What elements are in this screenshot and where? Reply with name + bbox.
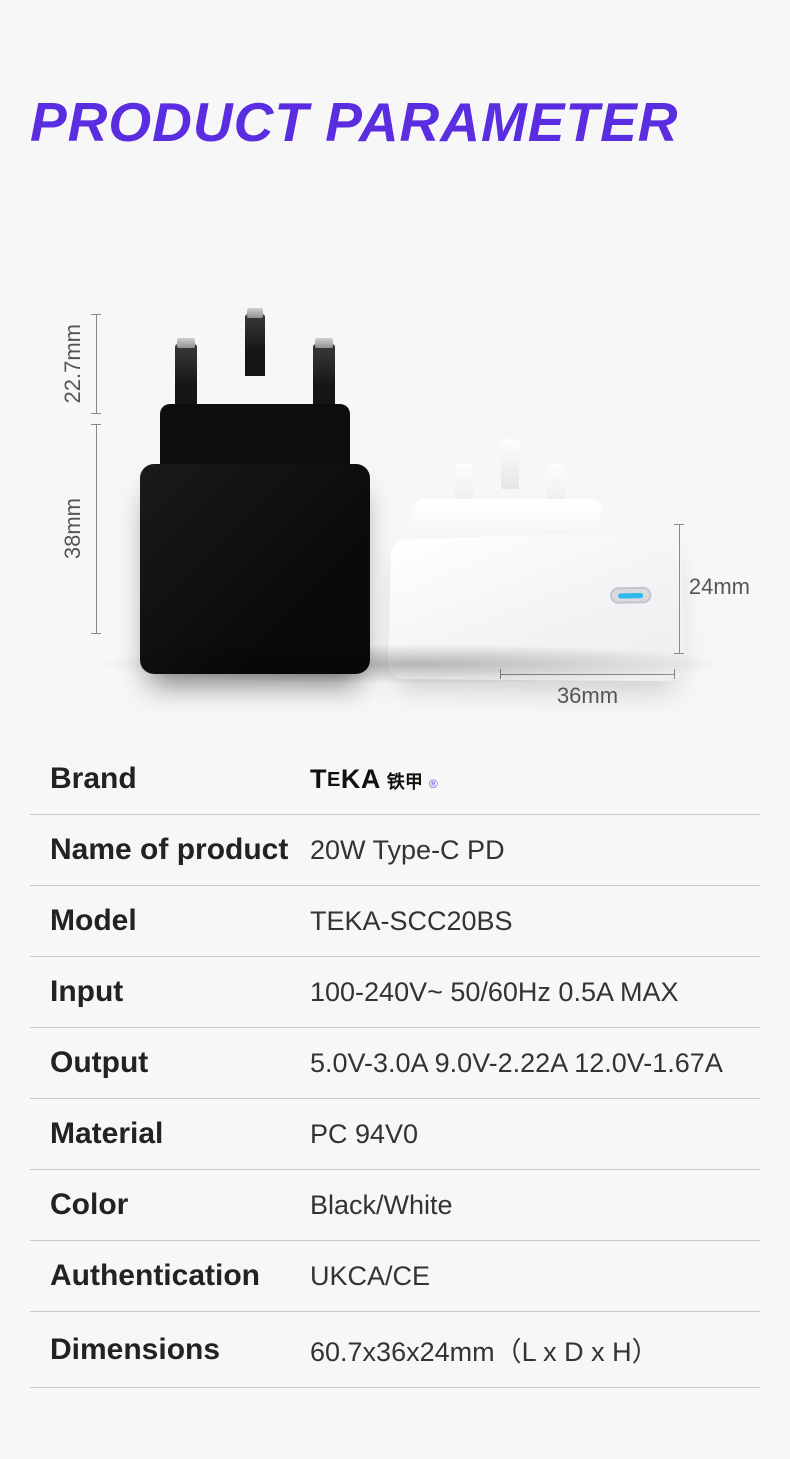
spec-value: 60.7x36x24mm（L x D x H） xyxy=(310,1330,740,1369)
table-row: BrandTEKA铁甲® xyxy=(30,744,760,815)
table-row: Name of product20W Type-C PD xyxy=(30,815,760,886)
spec-value: PC 94V0 xyxy=(310,1119,740,1150)
charger-black xyxy=(140,314,370,674)
product-diagram: 22.7mm 38mm xyxy=(30,214,760,714)
spec-label: Authentication xyxy=(50,1259,310,1293)
charger-body xyxy=(140,464,370,674)
dimension-label: 36mm xyxy=(557,683,618,709)
spec-value: 5.0V-3.0A 9.0V-2.22A 12.0V-1.67A xyxy=(310,1048,740,1079)
spec-value: 100-240V~ 50/60Hz 0.5A MAX xyxy=(310,977,740,1008)
spec-label: Input xyxy=(50,975,310,1009)
uk-prong-earth xyxy=(245,314,265,376)
dimension-body-height: 38mm xyxy=(60,424,97,634)
product-parameter-page: PRODUCT PARAMETER 22.7mm 38mm xyxy=(0,0,790,1428)
table-row: Output5.0V-3.0A 9.0V-2.22A 12.0V-1.67A xyxy=(30,1028,760,1099)
spec-value: UKCA/CE xyxy=(310,1261,740,1292)
dimension-prong-height: 22.7mm xyxy=(60,314,97,414)
spec-value: 20W Type-C PD xyxy=(310,835,740,866)
table-row: Input100-240V~ 50/60Hz 0.5A MAX xyxy=(30,957,760,1028)
spec-label: Dimensions xyxy=(50,1333,310,1367)
spec-value: Black/White xyxy=(310,1190,740,1221)
brand-logo: TEKA铁甲® xyxy=(310,764,438,795)
spec-label: Brand xyxy=(50,762,310,796)
spec-table: BrandTEKA铁甲®Name of product20W Type-C PD… xyxy=(30,744,760,1388)
table-row: ModelTEKA-SCC20BS xyxy=(30,886,760,957)
spec-label: Material xyxy=(50,1117,310,1151)
table-row: ColorBlack/White xyxy=(30,1170,760,1241)
floor-shadow xyxy=(90,644,730,684)
spec-label: Name of product xyxy=(50,833,310,867)
dimension-label: 24mm xyxy=(689,574,750,600)
table-row: Dimensions60.7x36x24mm（L x D x H） xyxy=(30,1312,760,1388)
spec-label: Output xyxy=(50,1046,310,1080)
dimension-label: 22.7mm xyxy=(60,324,86,403)
spec-value: TEKA铁甲® xyxy=(310,764,740,795)
dimension-label: 38mm xyxy=(60,498,86,559)
charger-white xyxy=(380,439,680,674)
page-title: PRODUCT PARAMETER xyxy=(30,90,760,154)
table-row: MaterialPC 94V0 xyxy=(30,1099,760,1170)
dimension-port-height xyxy=(679,524,680,654)
spec-label: Color xyxy=(50,1188,310,1222)
spec-value: TEKA-SCC20BS xyxy=(310,906,740,937)
usb-c-port-icon xyxy=(610,587,652,604)
spec-label: Model xyxy=(50,904,310,938)
table-row: AuthenticationUKCA/CE xyxy=(30,1241,760,1312)
